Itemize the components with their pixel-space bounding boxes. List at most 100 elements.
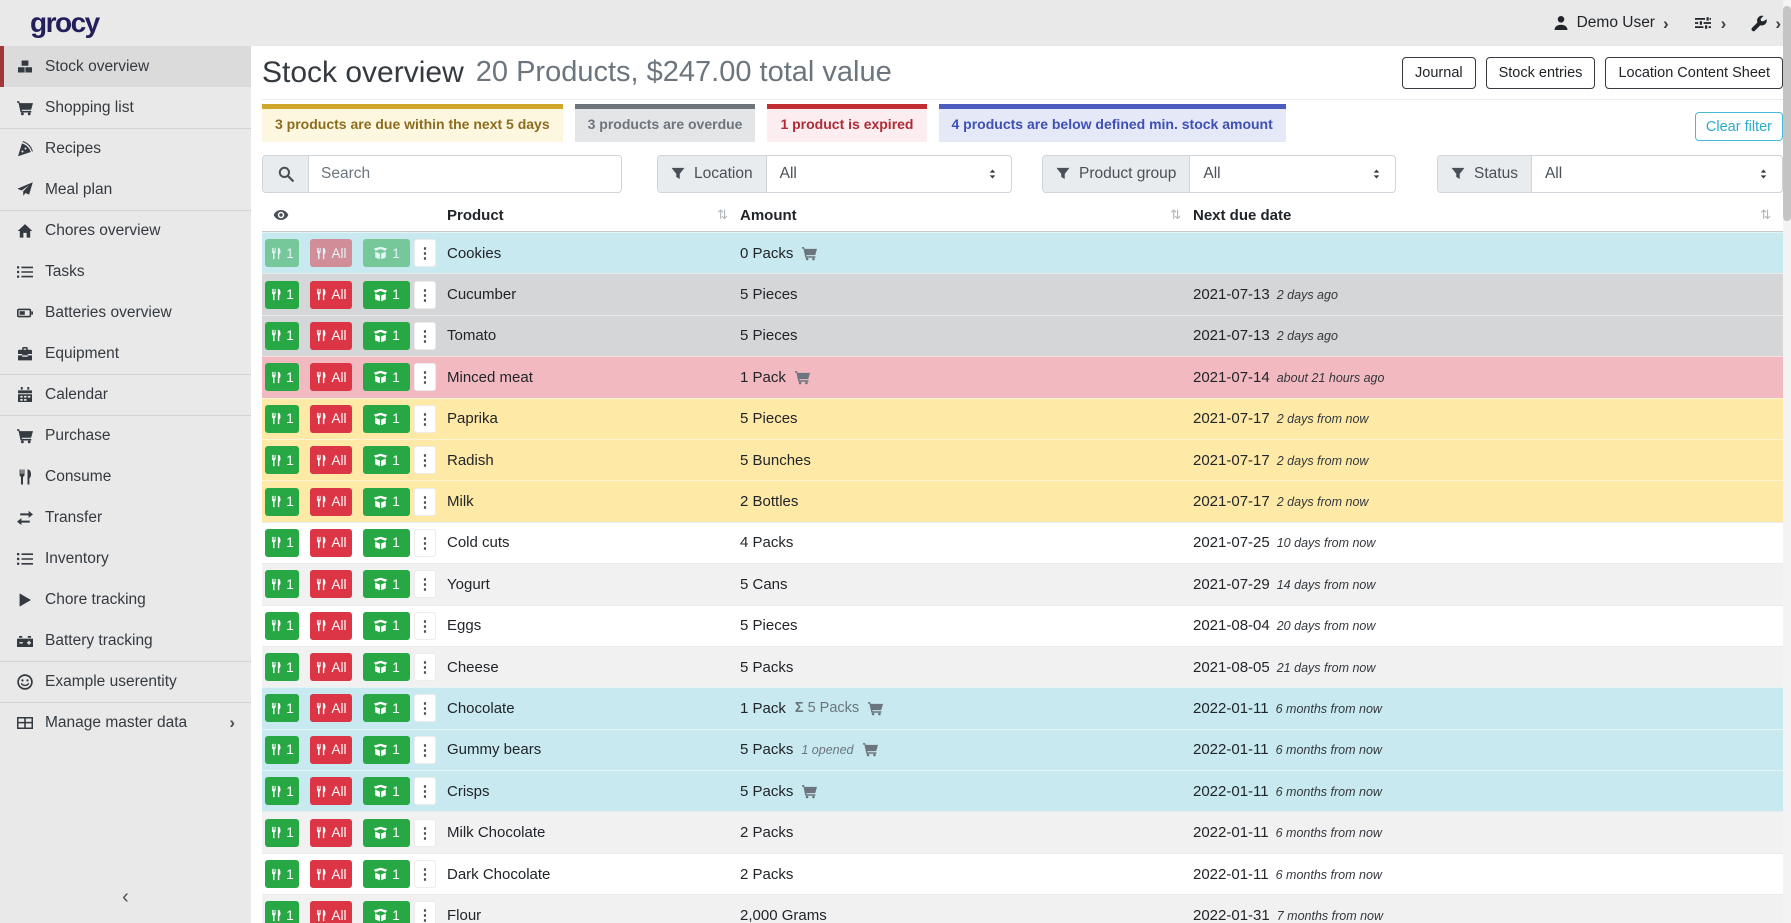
open-one-button[interactable]: 1 [363,363,410,392]
row-more-menu-button[interactable]: ⋮ [414,280,436,309]
consume-one-button[interactable]: 1 [265,860,299,889]
product-group-filter-select[interactable]: All [1190,156,1395,192]
stock-entries-button[interactable]: Stock entries [1485,56,1596,89]
open-one-button[interactable]: 1 [363,404,410,433]
sidebar-item-example-userentity[interactable]: Example userentity [0,661,251,702]
row-more-menu-button[interactable]: ⋮ [414,860,436,889]
consume-one-button[interactable]: 1 [265,363,299,392]
consume-all-button[interactable]: All [310,487,352,516]
sidebar-item-inventory[interactable]: Inventory [0,538,251,579]
sort-icon[interactable]: ⇅ [1760,207,1771,222]
consume-all-button[interactable]: All [310,611,352,640]
sidebar-item-transfer[interactable]: Transfer [0,497,251,538]
open-one-button[interactable]: 1 [363,860,410,889]
sidebar-item-shopping-list[interactable]: Shopping list [0,87,251,128]
search-input[interactable] [309,156,621,192]
user-menu[interactable]: Demo User › [1553,14,1669,32]
sidebar-item-calendar[interactable]: Calendar [0,374,251,415]
grocy-logo[interactable]: grocy [30,7,100,38]
consume-all-button[interactable]: All [310,860,352,889]
consume-one-button[interactable]: 1 [265,818,299,847]
row-more-menu-button[interactable]: ⋮ [414,694,436,723]
sidebar-item-recipes[interactable]: Recipes [0,128,251,169]
open-one-button[interactable]: 1 [363,487,410,516]
columns-visibility-toggle[interactable] [262,199,447,231]
consume-all-button[interactable]: All [310,446,352,475]
consume-one-button[interactable]: 1 [265,280,299,309]
consume-one-button[interactable]: 1 [265,901,299,923]
status-banner-overdue[interactable]: 3 products are overdue [574,104,756,142]
open-one-button[interactable]: 1 [363,321,410,350]
sort-icon[interactable]: ⇅ [717,207,728,222]
open-one-button[interactable]: 1 [363,280,410,309]
open-one-button[interactable]: 1 [363,446,410,475]
location-content-sheet-button[interactable]: Location Content Sheet [1605,56,1783,89]
row-more-menu-button[interactable]: ⋮ [414,653,436,682]
consume-one-button[interactable]: 1 [265,735,299,764]
row-more-menu-button[interactable]: ⋮ [414,446,436,475]
consume-all-button[interactable]: All [310,653,352,682]
status-banner-expired[interactable]: 1 product is expired [767,104,927,142]
status-filter-select[interactable]: All [1532,156,1782,192]
consume-all-button[interactable]: All [310,570,352,599]
open-one-button[interactable]: 1 [363,611,410,640]
consume-all-button[interactable]: All [310,901,352,923]
row-more-menu-button[interactable]: ⋮ [414,735,436,764]
sidebar-item-equipment[interactable]: Equipment [0,333,251,374]
row-more-menu-button[interactable]: ⋮ [414,818,436,847]
status-banner-due[interactable]: 3 products are due within the next 5 day… [262,104,563,142]
admin-menu[interactable]: › [1750,15,1781,32]
clear-filter-button[interactable]: Clear filter [1694,112,1783,141]
row-more-menu-button[interactable]: ⋮ [414,239,436,268]
sidebar-collapse-button[interactable]: ‹ [122,886,129,908]
consume-one-button[interactable]: 1 [265,487,299,516]
sidebar-item-chores-overview[interactable]: Chores overview [0,210,251,251]
scrollbar-thumb[interactable] [1783,6,1791,221]
row-more-menu-button[interactable]: ⋮ [414,404,436,433]
consume-one-button[interactable]: 1 [265,321,299,350]
consume-all-button[interactable]: All [310,280,352,309]
open-one-button[interactable]: 1 [363,570,410,599]
open-one-button[interactable]: 1 [363,239,410,268]
consume-one-button[interactable]: 1 [265,239,299,268]
consume-one-button[interactable]: 1 [265,404,299,433]
settings-menu[interactable]: › [1693,15,1726,32]
column-header-product[interactable]: Product ⇅ [447,206,728,224]
consume-all-button[interactable]: All [310,777,352,806]
sidebar-item-tasks[interactable]: Tasks [0,251,251,292]
consume-one-button[interactable]: 1 [265,446,299,475]
consume-one-button[interactable]: 1 [265,611,299,640]
row-more-menu-button[interactable]: ⋮ [414,777,436,806]
row-more-menu-button[interactable]: ⋮ [414,901,436,923]
consume-one-button[interactable]: 1 [265,528,299,557]
row-more-menu-button[interactable]: ⋮ [414,611,436,640]
journal-button[interactable]: Journal [1402,56,1476,89]
sidebar-item-chore-tracking[interactable]: Chore tracking [0,579,251,620]
consume-one-button[interactable]: 1 [265,570,299,599]
row-more-menu-button[interactable]: ⋮ [414,570,436,599]
consume-all-button[interactable]: All [310,363,352,392]
sidebar-item-battery-tracking[interactable]: Battery tracking [0,620,251,661]
open-one-button[interactable]: 1 [363,528,410,557]
consume-one-button[interactable]: 1 [265,777,299,806]
location-filter-select[interactable]: All [767,156,1011,192]
sidebar-item-meal-plan[interactable]: Meal plan [0,169,251,210]
open-one-button[interactable]: 1 [363,694,410,723]
consume-all-button[interactable]: All [310,818,352,847]
consume-all-button[interactable]: All [310,694,352,723]
sidebar-item-manage-master-data[interactable]: Manage master data › [0,702,251,743]
sort-icon[interactable]: ⇅ [1170,207,1181,222]
consume-all-button[interactable]: All [310,239,352,268]
column-header-next-due-date[interactable]: Next due date ⇅ [1193,206,1771,224]
consume-all-button[interactable]: All [310,735,352,764]
consume-one-button[interactable]: 1 [265,694,299,723]
sidebar-item-consume[interactable]: Consume [0,456,251,497]
open-one-button[interactable]: 1 [363,777,410,806]
sidebar-item-stock-overview[interactable]: Stock overview [0,46,251,87]
open-one-button[interactable]: 1 [363,653,410,682]
open-one-button[interactable]: 1 [363,901,410,923]
sidebar-item-batteries-overview[interactable]: Batteries overview [0,292,251,333]
row-more-menu-button[interactable]: ⋮ [414,321,436,350]
sidebar-item-purchase[interactable]: Purchase [0,415,251,456]
consume-all-button[interactable]: All [310,404,352,433]
